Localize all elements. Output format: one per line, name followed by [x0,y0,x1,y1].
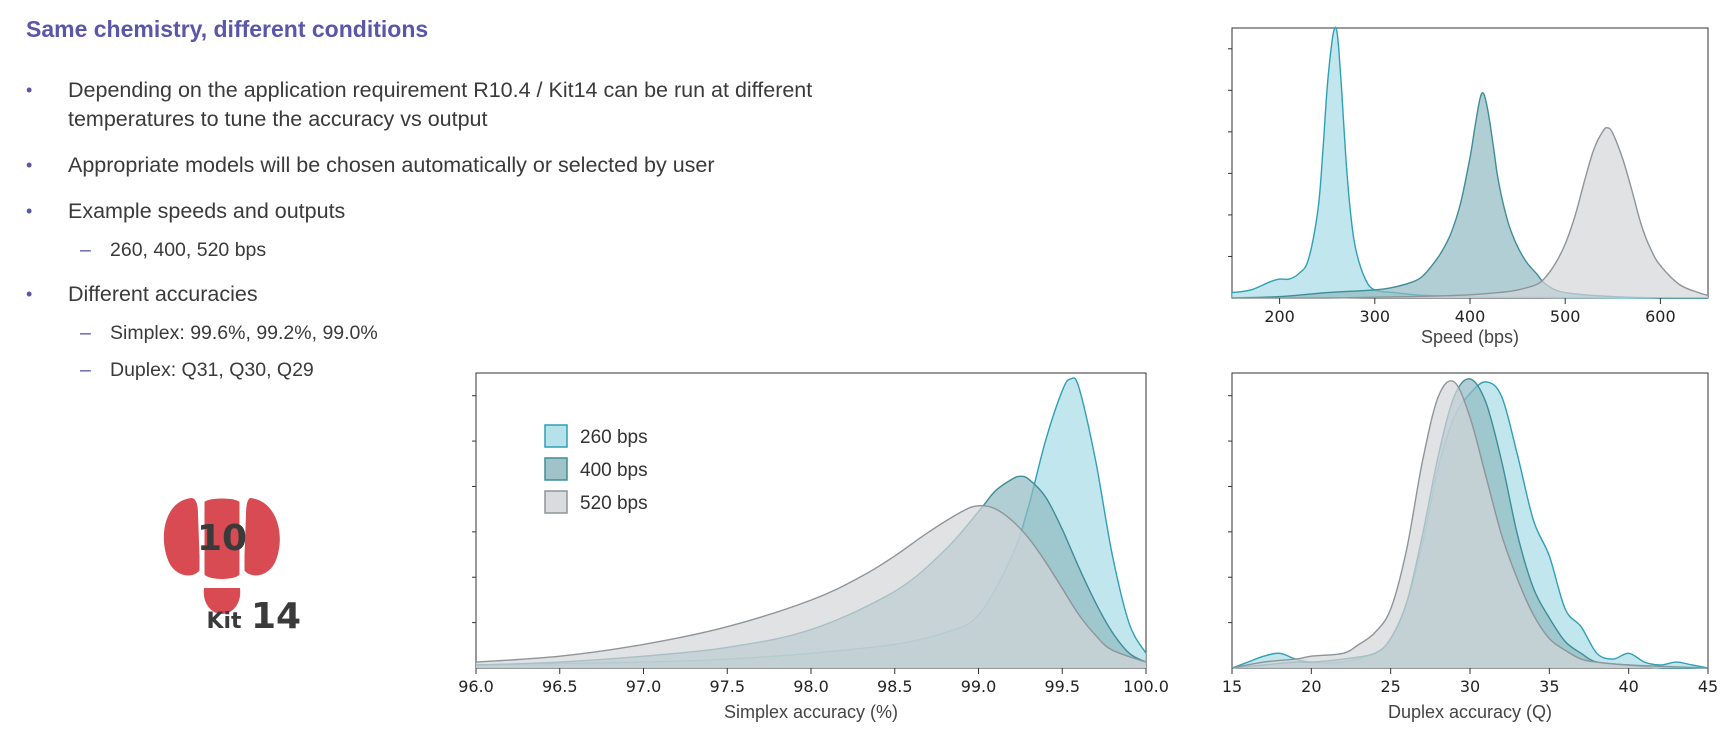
simplex-density-area-3 [476,505,1146,668]
duplex-density-area-3 [1232,380,1708,668]
duplex-chart: 15 20 25 30 35 40 45 Duplex accuracy (Q) [1222,372,1718,722]
sub-bullet-item: – 260, 400, 520 bps [26,237,906,264]
bullet-item: • Appropriate models will be chosen auto… [26,151,906,180]
speed-x-axis-label: Speed (bps) [1421,327,1519,347]
simplex-x-tick-label: 97.0 [626,677,662,696]
speed-density-area-2 [1232,92,1708,299]
sub-bullet-text: Simplex: 99.6%, 99.2%, 99.0% [110,322,378,344]
speed-x-tick-label: 600 [1645,307,1676,326]
sub-bullet-text: 260, 400, 520 bps [110,239,267,261]
legend-swatch-3 [544,490,568,514]
speed-density-area-3 [1232,127,1708,299]
duplex-density-line-3 [1231,380,1709,669]
simplex-x-tick-label: 99.5 [1044,677,1080,696]
sub-bullet-dash-icon: – [80,239,91,261]
bullet-item: • Example speeds and outputs [26,197,906,226]
duplex-x-tick-label: 25 [1380,677,1400,696]
bullet-text: Example speeds and outputs [68,199,346,223]
logo-kit-number: 14 [251,596,301,637]
speed-x-tick-label: 400 [1455,307,1486,326]
speed-x-tick-label: 500 [1550,307,1581,326]
sub-bullet-item: – Simplex: 99.6%, 99.2%, 99.0% [26,320,906,347]
sub-bullet-item: – Duplex: Q31, Q30, Q29 [26,357,906,384]
speed-x-tick-label: 200 [1264,307,1295,326]
duplex-x-tick-label: 45 [1698,677,1718,696]
bullet-dot-icon: • [26,201,33,221]
logo-number: 10 [197,518,247,559]
bullet-dot-icon: • [26,80,33,100]
bullet-text: Different accuracies [68,282,258,306]
speed-x-tick-label: 300 [1360,307,1391,326]
sub-bullet-dash-icon: – [80,359,91,381]
duplex-x-axis-label: Duplex accuracy (Q) [1388,702,1552,722]
sub-bullet-text: Duplex: Q31, Q30, Q29 [110,359,314,381]
duplex-x-tick-label: 15 [1222,677,1242,696]
kit14-logo: 10 Kit 14 [163,494,301,637]
simplex-chart: 96.0 96.5 97.0 97.5 98.0 98.5 99.0 99.5 100.0 Sim… [458,372,1169,722]
bullet-text: Appropriate models will be chosen automa… [68,153,715,177]
simplex-x-tick-label: 96.0 [458,677,494,696]
simplex-x-tick-label: 97.5 [709,677,745,696]
duplex-x-tick-label: 35 [1539,677,1559,696]
duplex-x-tick-label: 40 [1618,677,1638,696]
slide-title: Same chemistry, different conditions [26,16,429,42]
sub-bullet-dash-icon: – [80,322,91,344]
legend-swatch-1 [544,424,568,448]
simplex-x-axis-label: Simplex accuracy (%) [724,702,898,722]
simplex-x-tick-label: 98.5 [877,677,913,696]
legend-label-2: 400 bps [580,460,648,481]
bullet-dot-icon: • [26,155,33,175]
simplex-x-tick-label: 99.0 [961,677,997,696]
bullet-list: • Depending on the application requireme… [26,76,906,400]
bullet-text: Depending on the application requirement… [68,78,813,131]
legend-swatch-2 [544,457,568,481]
legend-label-3: 520 bps [580,493,648,514]
legend-label-1: 260 bps [580,427,648,448]
bullet-dot-icon: • [26,284,33,304]
simplex-x-tick-label: 96.5 [542,677,578,696]
simplex-density-line-3 [475,504,1147,663]
speed-chart: 200 300 400 500 600 Speed (bps) [1228,26,1709,347]
simplex-x-tick-label: 100.0 [1123,677,1169,696]
speed-density-area-1 [1232,27,1708,299]
bullet-item: • Depending on the application requireme… [26,76,828,134]
logo-kit: Kit [206,609,242,634]
speed-density-line-2 [1231,92,1709,299]
speed-density-line-3 [1231,126,1709,299]
bullet-item: • Different accuracies [26,280,906,309]
simplex-x-tick-label: 98.0 [793,677,829,696]
duplex-x-tick-label: 30 [1460,677,1480,696]
duplex-x-tick-label: 20 [1301,677,1321,696]
